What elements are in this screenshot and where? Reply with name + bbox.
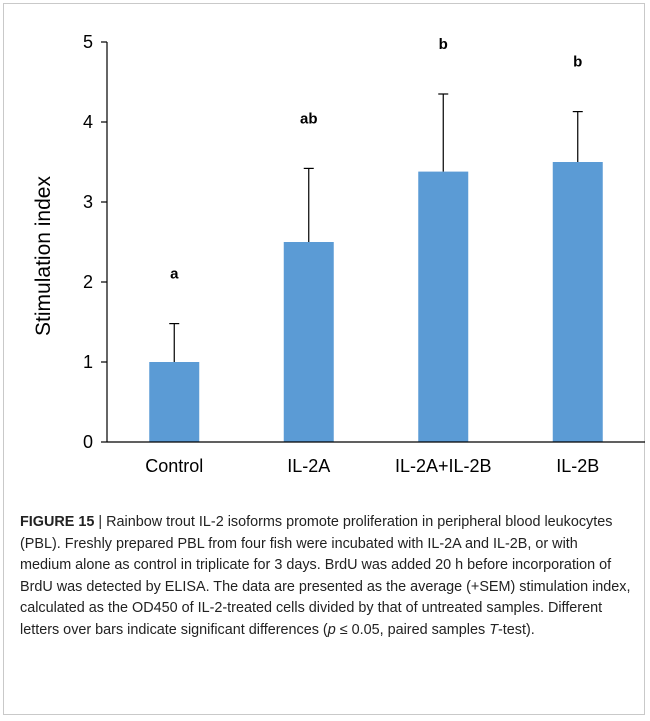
figure-label: FIGURE 15: [20, 514, 95, 530]
y-tick-label: 4: [83, 112, 93, 132]
caption-t-symbol: T: [489, 621, 498, 638]
caption-separator: |: [94, 514, 107, 530]
x-tick-label: IL-2A: [287, 456, 330, 476]
x-tick-label: Control: [145, 456, 203, 476]
significance-letter: b: [573, 54, 582, 71]
y-tick-label: 2: [83, 272, 93, 292]
y-tick-label: 0: [83, 432, 93, 452]
x-tick-label: IL-2B: [556, 456, 599, 476]
bar-il-2b: [552, 162, 603, 442]
x-tick-label: IL-2A+IL-2B: [395, 456, 492, 476]
caption-text-1: Rainbow trout IL-2 isoforms promote prol…: [20, 514, 631, 638]
caption-p-symbol: p: [327, 621, 336, 638]
y-tick-label: 3: [83, 192, 93, 212]
bar-il-2a-il-2b: [418, 171, 469, 442]
caption-text-3: -test).: [497, 621, 535, 638]
bars-group: a ab b b: [149, 36, 603, 442]
bar-chart: 0 1 2 3 4 5 a ab b b Control IL-2A IL-2A+IL-2B IL-2…: [32, 32, 645, 476]
y-tick-label: 5: [83, 32, 93, 52]
significance-letter: b: [439, 36, 448, 53]
caption-text-2: ≤ 0.05, paired samples: [335, 621, 490, 638]
bar-control: [149, 362, 200, 442]
significance-letter: ab: [300, 110, 318, 127]
x-axis-group: Control IL-2A IL-2A+IL-2B IL-2B: [107, 441, 645, 476]
bar-il-2a: [283, 242, 334, 442]
y-axis-label: Stimulation index: [32, 176, 55, 336]
figure-frame: [3, 3, 645, 715]
significance-letter: a: [170, 266, 179, 283]
y-axis-group: 0 1 2 3 4 5: [83, 32, 108, 452]
figure-caption: FIGURE 15 | Rainbow trout IL-2 isoforms …: [20, 512, 632, 642]
y-tick-label: 1: [83, 352, 93, 372]
